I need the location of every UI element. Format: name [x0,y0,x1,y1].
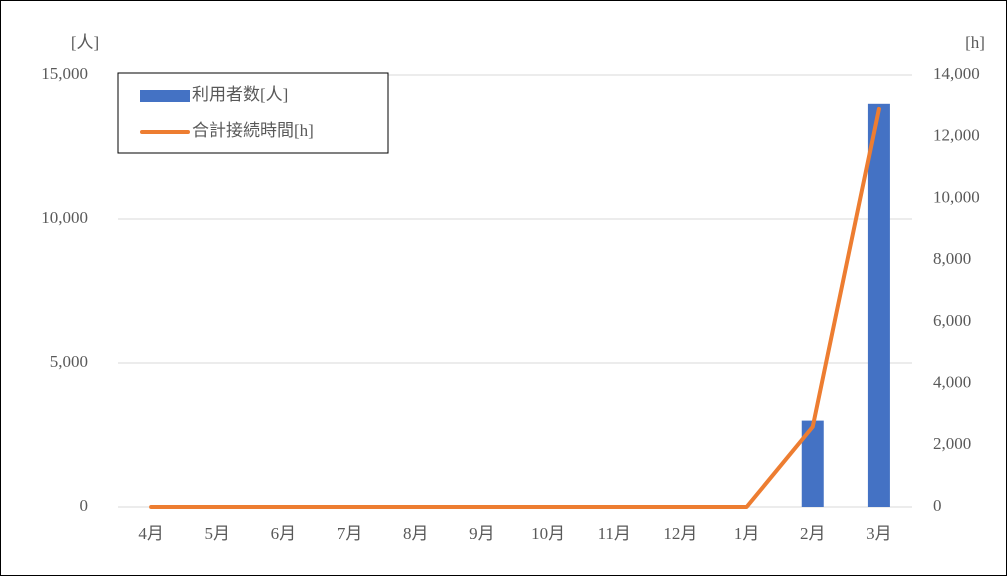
legend-box [117,72,389,154]
x-tick-label: 12月 [663,524,697,543]
y2-tick-label: 8,000 [933,249,971,268]
y-tick-label: 15,000 [41,64,88,83]
x-tick-label: 3月 [866,524,892,543]
y-tick-label: 0 [80,496,89,515]
y2-tick-label: 12,000 [933,126,980,145]
line [149,106,881,509]
y-tick-label: 5,000 [50,352,88,371]
x-tick-label: 5月 [205,524,231,543]
y2-tick-label: 14,000 [933,64,980,83]
x-tick-label: 4月 [138,524,164,543]
y2-tick-label: 6,000 [933,311,971,330]
bar [867,103,890,508]
y-tick-label: 10,000 [41,208,88,227]
y2-tick-label: 2,000 [933,434,971,453]
y2-tick-label: 4,000 [933,372,971,391]
legend-label: 合計接続時間[h] [192,121,314,140]
x-tick-label: 11月 [598,524,631,543]
x-tick-label: 7月 [337,524,363,543]
y-axis-label: [人] [71,33,99,52]
y2-axis-label: [h] [965,33,985,52]
x-tick-label: 2月 [800,524,826,543]
y2-tick-label: 10,000 [933,187,980,206]
legend-label: 利用者数[人] [192,85,288,104]
y2-tick-label: 0 [933,496,942,515]
x-tick-label: 1月 [734,524,760,543]
x-tick-label: 10月 [531,524,565,543]
x-tick-label: 8月 [403,524,429,543]
x-tick-label: 6月 [271,524,297,543]
legend-swatch [140,90,190,102]
x-tick-label: 9月 [469,524,495,543]
bar [801,420,824,507]
